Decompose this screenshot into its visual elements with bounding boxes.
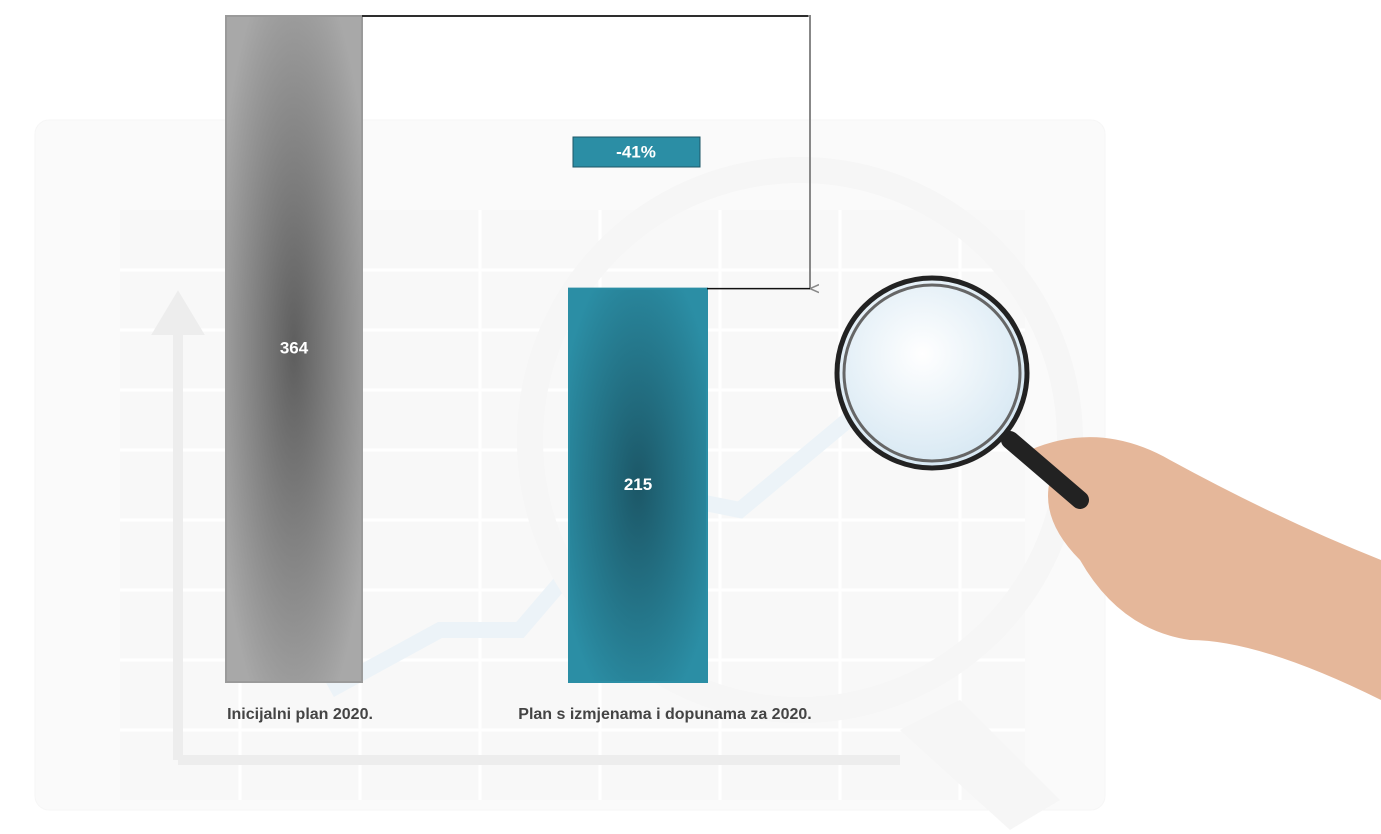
bar	[568, 287, 708, 683]
value-label: 215	[624, 475, 652, 494]
value-label: 364	[280, 338, 309, 357]
change-box	[572, 136, 701, 168]
category-label: Inicijalni plan 2020.	[227, 706, 373, 723]
category-label: Plan s izmjenama i dopunama za 2020.	[518, 706, 811, 723]
plot: 364 Inicijalni plan 2020. 215 Plan s izmjen…	[225, 15, 812, 723]
change-label: -41%	[616, 142, 656, 161]
magnifier-illustration	[834, 275, 1381, 700]
bar	[225, 15, 363, 683]
